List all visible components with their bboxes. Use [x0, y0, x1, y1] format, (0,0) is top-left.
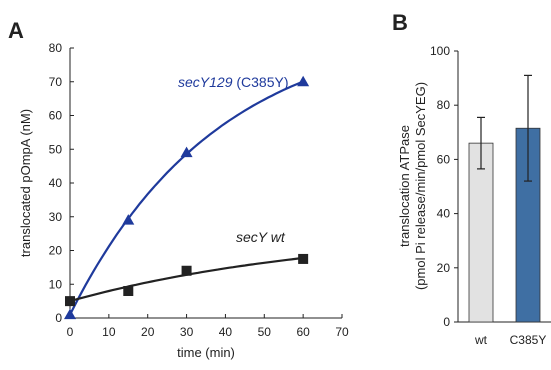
data-point-square — [298, 253, 309, 264]
category-label: C385Y — [510, 333, 547, 347]
x-tick-label: 40 — [219, 325, 233, 339]
y-tick-label: 20 — [49, 244, 63, 258]
panel-b-y-axis-title-line1: translocation ATPase — [397, 125, 412, 247]
y-tick-label: 50 — [49, 142, 63, 156]
panel-a-plot: 0 10 20 30 40 50 60 70 0 10 20 30 40 50 60 70 80 — [49, 41, 349, 339]
x-tick-label: 50 — [258, 325, 272, 339]
panel-b-y-axis-title-line2: (pmol Pi release/min/pmol SecYEG) — [413, 82, 428, 290]
panel-label-a: A — [8, 18, 24, 43]
data-point-square — [123, 286, 134, 296]
panel-label-b: B — [392, 10, 408, 35]
x-tick-label: 60 — [296, 325, 310, 339]
y-tick-label: 60 — [49, 109, 63, 123]
y-tick-label: 10 — [49, 277, 63, 291]
data-point-triangle — [64, 308, 76, 320]
y-tick-label: 0 — [55, 311, 62, 325]
x-tick-label: 70 — [335, 325, 349, 339]
y-tick-label: 80 — [49, 41, 63, 55]
y-tick-label: 70 — [49, 75, 63, 89]
x-tick-label: 10 — [102, 325, 116, 339]
x-tick-label: 0 — [67, 325, 74, 339]
y-tick-label: 40 — [49, 176, 63, 190]
y-tick-label: 40 — [437, 207, 451, 221]
y-tick-label: 0 — [443, 315, 450, 329]
data-point-square — [181, 265, 192, 276]
y-tick-label: 20 — [437, 261, 451, 275]
panel-b-plot: 0 20 40 60 80 100 wt C385Y — [430, 44, 551, 347]
series-label-secy129: secY129 (C385Y) — [178, 74, 289, 90]
series-label-secy-wt: secY wt — [236, 229, 286, 245]
x-tick-label: 30 — [180, 325, 194, 339]
data-point-square — [65, 296, 75, 307]
data-point-triangle — [122, 214, 135, 225]
data-point-triangle — [297, 75, 310, 87]
data-point-triangle — [180, 146, 193, 158]
y-tick-label: 80 — [437, 98, 451, 112]
panel-a-x-axis-title: time (min) — [177, 345, 235, 360]
y-tick-label: 60 — [437, 152, 451, 166]
category-label: wt — [474, 333, 488, 347]
panel-a-y-axis-title: translocated pOmpA (nM) — [18, 109, 33, 257]
y-tick-label: 30 — [49, 210, 63, 224]
fit-curve-series-0 — [69, 80, 304, 316]
fit-curve-series-1 — [69, 256, 304, 303]
x-tick-label: 20 — [141, 325, 155, 339]
y-tick-label: 100 — [430, 44, 450, 58]
bar-wt — [468, 142, 494, 323]
